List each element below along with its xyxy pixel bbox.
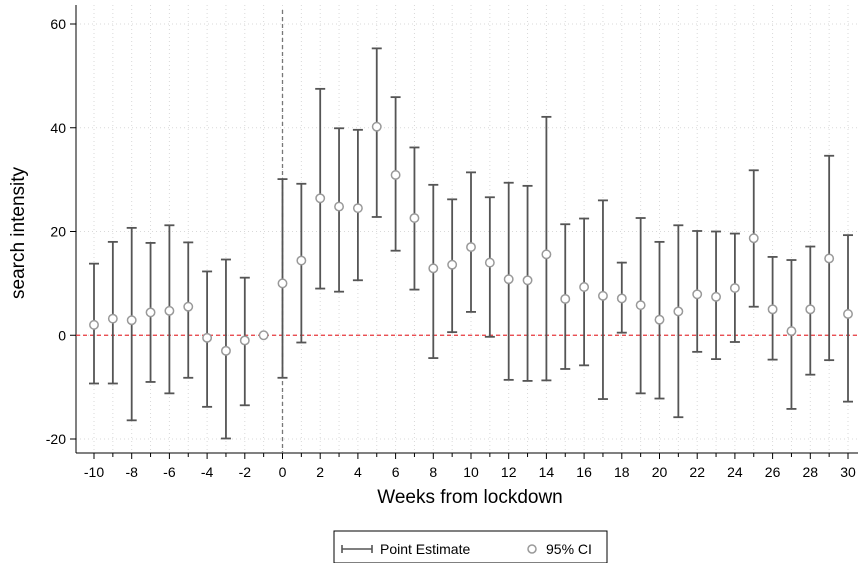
estimate-point [786,326,797,337]
estimate-point [654,314,665,325]
estimate-point [428,263,439,274]
estimate-point [315,193,326,204]
estimate-point [692,289,703,300]
estimate-point [673,306,684,317]
interval-bar [371,47,382,218]
estimate-point [239,335,250,346]
y-tick-label: 20 [50,224,66,240]
x-tick-label: 16 [576,464,592,480]
estimate-point [447,259,458,270]
estimate-point [748,233,759,244]
estimate-point [635,300,646,311]
y-tick-label: 60 [50,16,66,32]
interval-bar [107,240,118,385]
x-tick-label: -4 [201,464,214,480]
estimate-point [541,249,552,260]
interval-bar [541,115,552,382]
estimate-point [503,274,514,285]
x-tick-label: 28 [803,464,819,480]
estimate-point [711,291,721,302]
x-tick-label: -2 [239,464,252,480]
legend: Point Estimate 95% CI [333,530,608,563]
x-tick-label: 26 [765,464,781,480]
estimate-point [221,345,231,356]
x-tick-label: -6 [163,464,176,480]
estimate-point [371,121,382,132]
estimate-point [258,330,269,341]
estimate-point [805,304,816,315]
x-tick-label: 4 [354,464,362,480]
estimate-point [843,309,853,319]
estimate-point [729,283,740,293]
estimate-point [145,307,156,318]
y-axis-title: search intensity [8,167,29,300]
estimate-point [390,170,401,180]
estimate-point [296,255,307,266]
x-tick-label: 12 [501,464,517,480]
x-tick-label: 24 [727,464,743,480]
legend-ci-symbol [527,544,537,554]
x-tick-label: 20 [652,464,668,480]
estimate-point [202,332,213,343]
y-tick-label: -20 [46,431,66,447]
estimate-point [164,305,175,316]
interval-bar [673,224,684,419]
estimate-point [616,293,627,304]
estimate-point [277,278,288,289]
estimate-point [352,203,363,214]
interval-bar [315,87,326,290]
legend-label-point-estimate: Point Estimate [380,541,470,557]
estimate-point [334,201,344,212]
x-tick-label: 6 [392,464,400,480]
estimate-point [89,319,99,330]
x-tick-label: -10 [84,464,104,480]
x-tick-label: -8 [125,464,138,480]
estimate-point [522,275,533,286]
x-tick-label: 0 [279,464,287,480]
estimate-point [767,304,778,315]
x-tick-label: 30 [840,464,856,480]
estimate-point [824,253,835,264]
y-tick-label: 40 [50,120,66,136]
estimate-point [466,242,476,253]
grid-lines [76,5,858,453]
x-tick-label: 22 [689,464,705,480]
legend-label-95-ci: 95% CI [546,541,592,557]
estimate-point [579,282,590,292]
estimate-point [126,315,137,326]
data-marks [89,47,853,440]
x-tick-label: 14 [539,464,555,480]
x-tick-label: 18 [614,464,630,480]
x-axis-title: Weeks from lockdown [377,487,563,508]
legend-point-estimate-symbol [341,545,373,553]
x-tick-label: 2 [316,464,324,480]
estimate-point [183,301,194,312]
estimate-point [598,290,608,301]
estimate-point [560,293,571,304]
estimate-point [107,313,118,324]
legend-box [333,530,608,563]
y-tick-label: 0 [58,327,66,343]
x-tick-label: 8 [429,464,437,480]
x-tick-label: 10 [463,464,479,480]
estimate-point [409,213,420,223]
estimate-point [484,257,495,268]
